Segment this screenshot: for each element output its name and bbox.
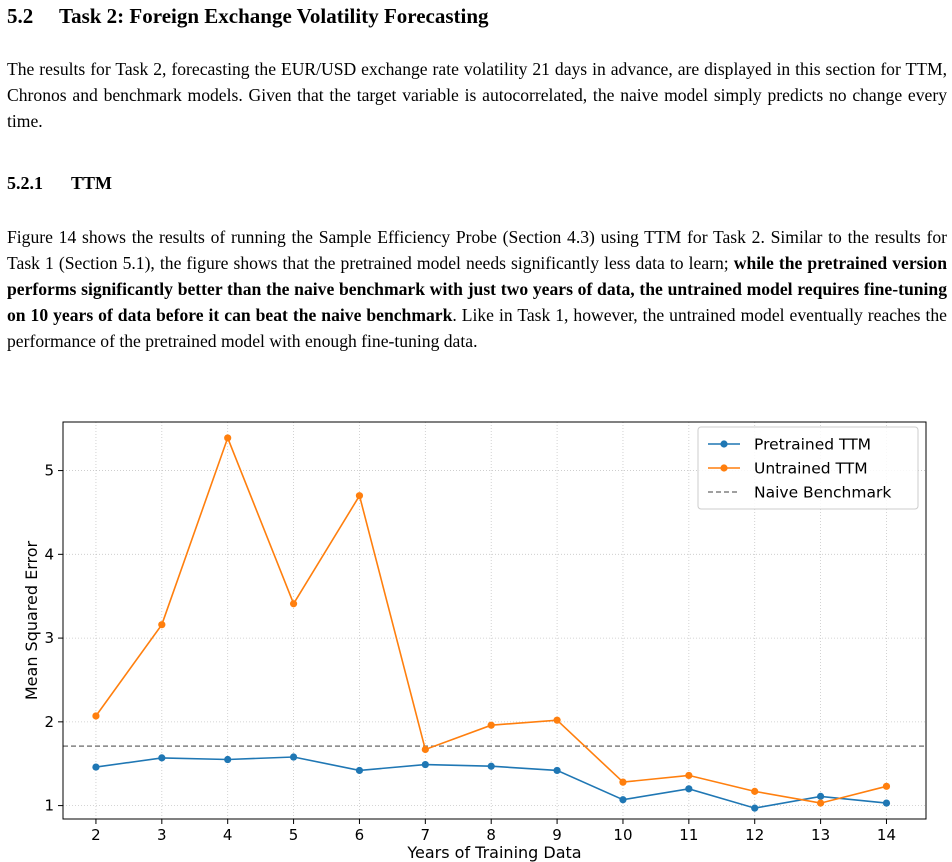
- pretrained-ttm-point: [224, 755, 232, 764]
- legend-box: [697, 426, 919, 510]
- untrained-ttm-point: [816, 799, 825, 807]
- untrained-ttm-point: [751, 787, 759, 795]
- y-tick-label: 1: [44, 797, 54, 815]
- subsection-number: 5.2.1: [7, 173, 43, 193]
- y-tick-label: 4: [44, 545, 54, 563]
- x-tick-label: 11: [679, 826, 698, 844]
- x-tick-label: 7: [421, 826, 431, 844]
- paragraph-intro: The results for Task 2, forecasting the …: [7, 59, 947, 131]
- pretrained-ttm-point: [158, 754, 166, 762]
- pretrained-ttm-point: [685, 785, 693, 793]
- untrained-ttm-point: [487, 721, 495, 729]
- paragraph-ttm-bold: while the pretrained version performs si…: [7, 253, 947, 325]
- x-tick-label: 12: [745, 826, 764, 844]
- y-axis-label: Mean Squared Error: [22, 540, 41, 700]
- axes-frame: [62, 421, 927, 820]
- x-tick-label: 6: [355, 826, 365, 844]
- x-tick-label: 10: [613, 826, 632, 844]
- legend-marker-pretrained-ttm: [720, 440, 728, 448]
- pretrained-ttm-point: [619, 796, 627, 804]
- untrained-ttm-point: [882, 782, 891, 790]
- untrained-ttm-point: [92, 712, 100, 720]
- pretrained-ttm-point: [487, 762, 495, 770]
- section-heading: 5.2 Task 2: Foreign Exchange Volatility F…: [7, 4, 489, 29]
- untrained-ttm-point: [355, 492, 364, 500]
- untrained-ttm-point: [685, 771, 693, 780]
- pretrained-ttm-point: [421, 760, 429, 769]
- y-tick-label: 3: [44, 629, 54, 647]
- subsection-title: TTM: [71, 173, 113, 193]
- untrained-ttm-point: [289, 600, 298, 608]
- paragraph-ttm-part2: . Like in Task 1, however, the untrained…: [7, 305, 947, 351]
- pretrained-ttm-point: [355, 766, 364, 775]
- x-tick-label: 2: [91, 826, 101, 844]
- pretrained-ttm-point: [816, 792, 825, 800]
- untrained-ttm-point: [224, 434, 232, 442]
- legend-marker-untrained-ttm: [720, 464, 728, 472]
- x-tick-label: 9: [552, 826, 562, 844]
- section-title: Task 2: Foreign Exchange Volatility Fore…: [59, 4, 489, 28]
- x-axis-label: Years of Training Data: [406, 843, 581, 862]
- pretrained-ttm-point: [92, 763, 100, 771]
- pretrained-ttm-point: [289, 753, 298, 761]
- x-tick-label: 8: [486, 826, 496, 844]
- paragraph-ttm: Figure 14 shows the results of running t…: [7, 224, 947, 354]
- x-tick-label: 5: [289, 826, 299, 844]
- legend: Pretrained TTM Untrained TTM Naive Benchma…: [697, 426, 919, 510]
- untrained-ttm-point: [158, 621, 166, 629]
- paragraph-ttm-part1: Figure 14 shows the results of running t…: [7, 227, 947, 273]
- untrained-ttm-point: [619, 778, 627, 786]
- subsection-heading: 5.2.1 TTM: [7, 173, 112, 194]
- untrained-ttm-point: [421, 745, 429, 754]
- x-tick-label: 13: [811, 826, 830, 844]
- y-tick-label: 2: [44, 713, 54, 731]
- x-tick-label: 3: [157, 826, 167, 844]
- pretrained-ttm-point: [751, 804, 759, 812]
- legend-label-pretrained-ttm: Pretrained TTM: [754, 436, 871, 454]
- series-layer: [92, 434, 891, 812]
- untrained-ttm-point: [553, 716, 561, 724]
- legend-label-naive-benchmark: Naive Benchmark: [754, 484, 891, 502]
- legend-label-untrained-ttm: Untrained TTM: [754, 460, 868, 478]
- pretrained-ttm-point: [553, 766, 561, 775]
- pretrained-ttm-point: [882, 799, 891, 807]
- y-tick-label: 5: [44, 462, 54, 480]
- section-number: 5.2: [7, 4, 34, 28]
- x-tick-label: 4: [223, 826, 233, 844]
- x-tick-label: 14: [877, 826, 896, 844]
